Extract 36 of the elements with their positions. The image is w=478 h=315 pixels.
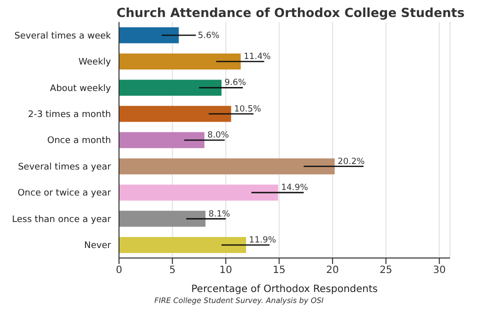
bar [119,80,222,96]
y-tick-label: Weekly [78,58,112,68]
y-tick-label: Never [84,241,112,252]
x-tick-label: 10 [219,265,232,276]
bar [119,106,232,122]
bar [119,53,241,70]
bar [119,158,335,174]
data-label: 5.6% [198,31,220,42]
data-label: 11.4% [244,52,271,62]
y-tick-label: Several times a year [18,162,112,172]
data-label: 14.9% [281,183,308,194]
data-label: 20.2% [338,156,365,167]
y-tick-label: Less than once a year [12,214,112,225]
data-label: 10.5% [234,104,262,114]
x-tick-label: 30 [432,265,446,276]
chart-title: Church Attendance of Orthodox College Students [115,5,466,20]
y-tick-label: Once or twice a year [18,188,112,199]
y-tick-label: Once a month [47,136,111,146]
data-label: 8.0% [207,130,230,141]
bar [119,132,204,148]
bar [119,184,278,201]
y-tick-label: Several times a week [14,31,112,42]
x-axis-title: Percentage of Orthodox Respondents [191,284,378,295]
bar [119,210,206,227]
x-tick-label: 0 [116,265,122,276]
data-label: 8.1% [208,209,230,220]
x-tick-label: 5 [169,265,176,276]
y-tick-label: About weekly [50,84,112,94]
x-tick-label: 20 [326,265,339,276]
x-tick-label: 15 [272,265,286,276]
data-label: 11.9% [249,236,276,246]
bar [119,237,246,254]
y-tick-label: 2-3 times a month [28,110,111,120]
bar [119,27,179,44]
x-tick-label: 25 [380,265,392,276]
data-label: 9.6% [224,78,246,88]
